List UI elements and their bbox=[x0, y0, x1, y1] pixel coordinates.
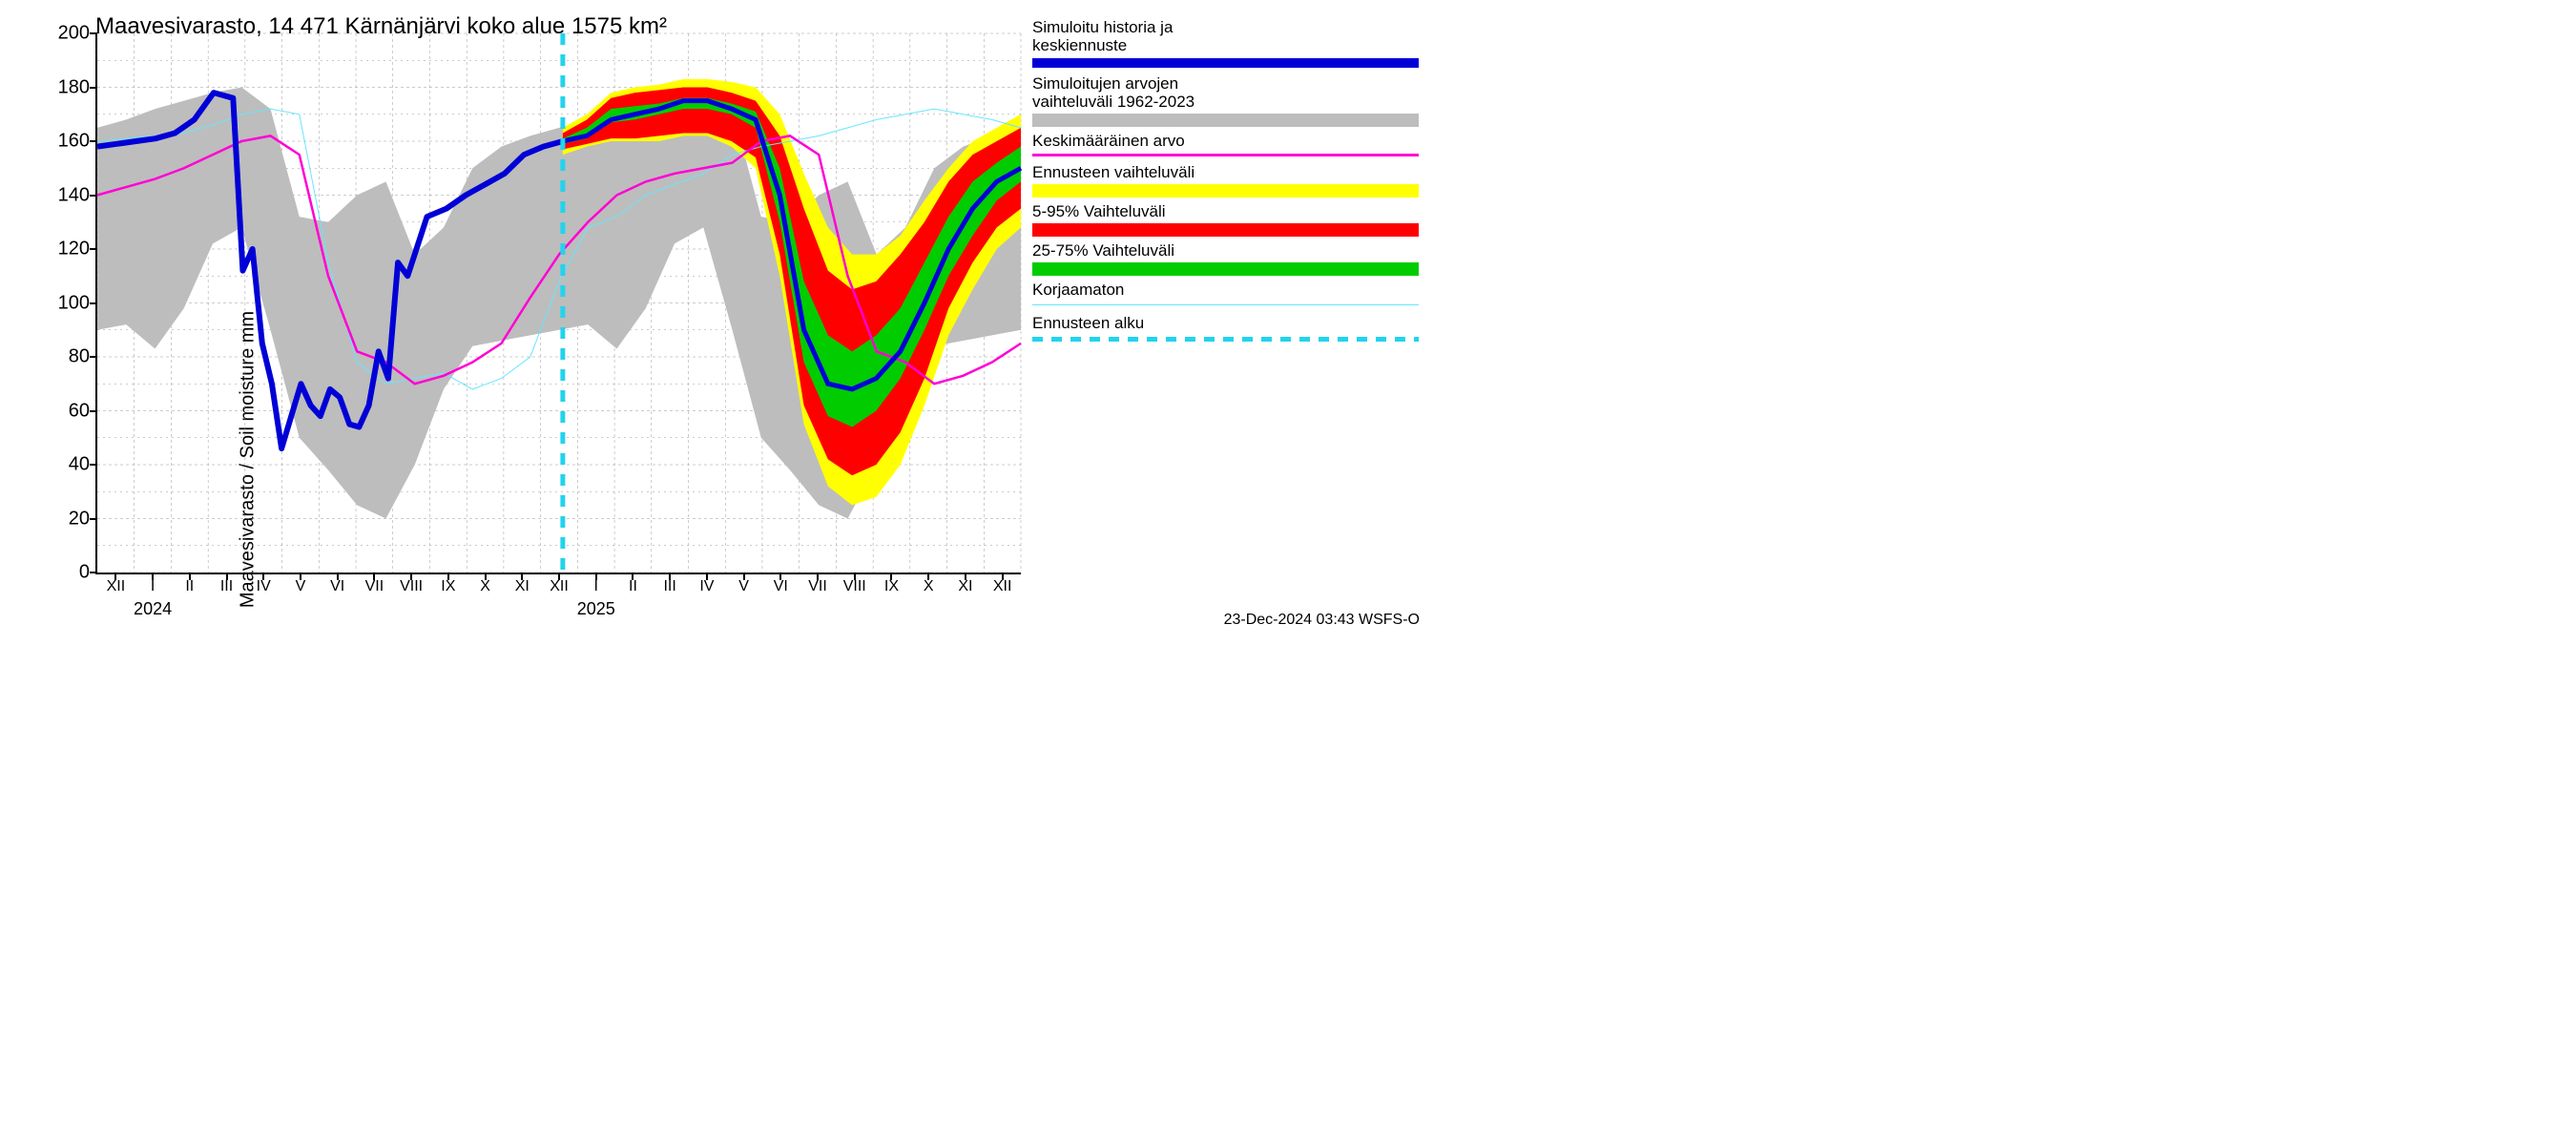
legend-item: Simuloitujen arvojenvaihteluväli 1962-20… bbox=[1032, 75, 1419, 126]
legend-item: Ennusteen vaihteluväli bbox=[1032, 164, 1419, 198]
legend-label: keskiennuste bbox=[1032, 37, 1419, 55]
legend-label: Keskimääräinen arvo bbox=[1032, 133, 1419, 151]
legend-swatch bbox=[1032, 262, 1419, 276]
legend-label: Simuloitujen arvojen bbox=[1032, 75, 1419, 94]
legend-swatch bbox=[1032, 114, 1419, 127]
legend-item: Korjaamaton bbox=[1032, 281, 1419, 306]
legend-label: 25-75% Vaihteluväli bbox=[1032, 242, 1419, 260]
legend-label: 5-95% Vaihteluväli bbox=[1032, 203, 1419, 221]
legend-label: Ennusteen vaihteluväli bbox=[1032, 164, 1419, 182]
legend-swatch bbox=[1032, 223, 1419, 237]
soil-moisture-chart: Maavesivarasto, 14 471 Kärnänjärvi koko … bbox=[0, 0, 1431, 636]
legend-item: Keskimääräinen arvo bbox=[1032, 133, 1419, 157]
plot-area: 020406080100120140160180200XIIIIIIIIIVVV… bbox=[95, 33, 1021, 574]
legend-label: Korjaamaton bbox=[1032, 281, 1419, 300]
legend-swatch bbox=[1032, 184, 1419, 198]
x-year-label: 2024 bbox=[134, 599, 172, 619]
legend-swatch bbox=[1032, 58, 1419, 68]
legend: Simuloitu historia jakeskiennusteSimuloi… bbox=[1032, 19, 1419, 349]
x-year-label: 2025 bbox=[577, 599, 615, 619]
legend-label: Simuloitu historia ja bbox=[1032, 19, 1419, 37]
legend-swatch bbox=[1032, 154, 1419, 156]
footer-timestamp: 23-Dec-2024 03:43 WSFS-O bbox=[1224, 612, 1420, 629]
legend-swatch bbox=[1032, 337, 1419, 342]
legend-item: Ennusteen alku bbox=[1032, 315, 1419, 342]
legend-item: Simuloitu historia jakeskiennuste bbox=[1032, 19, 1419, 68]
legend-item: 5-95% Vaihteluväli bbox=[1032, 203, 1419, 237]
legend-swatch bbox=[1032, 304, 1419, 305]
legend-item: 25-75% Vaihteluväli bbox=[1032, 242, 1419, 276]
legend-label: Ennusteen alku bbox=[1032, 315, 1419, 333]
legend-label: vaihteluväli 1962-2023 bbox=[1032, 94, 1419, 112]
